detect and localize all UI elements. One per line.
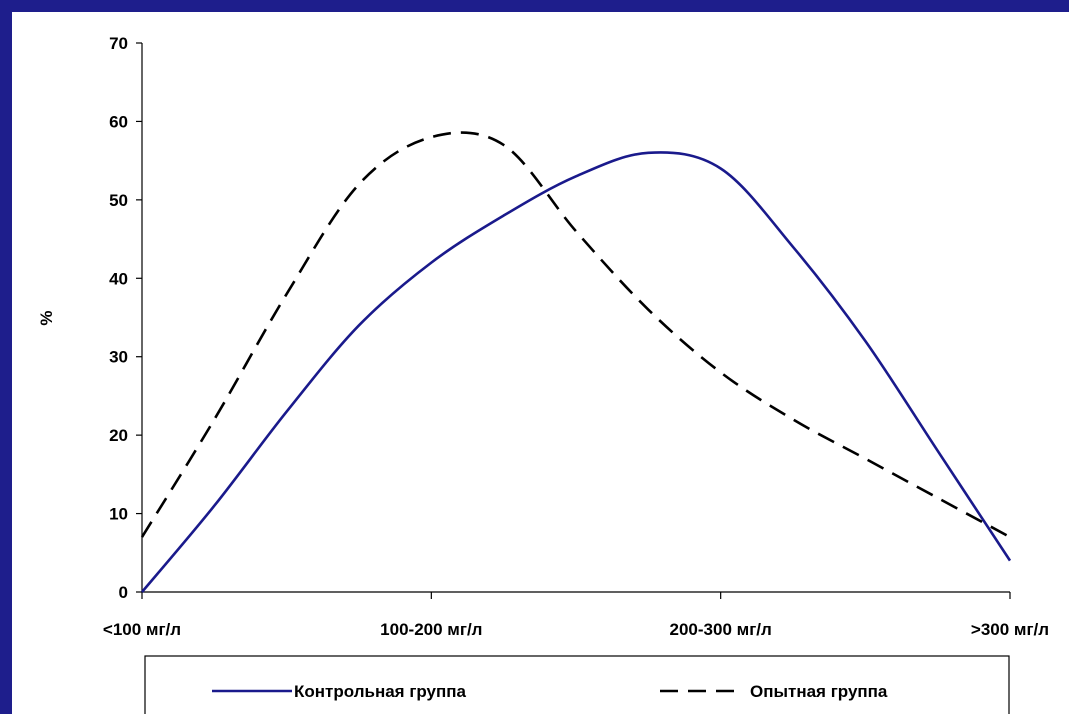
x-tick-label: 200-300 мг/л: [670, 620, 772, 639]
legend: Контрольная группа Опытная группа: [144, 655, 1010, 714]
y-tick-label: 30: [109, 348, 128, 367]
y-tick-label: 10: [109, 505, 128, 524]
series-line-experimental: [140, 131, 1011, 539]
y-axis-label: %: [37, 310, 56, 325]
x-tick-label: 100-200 мг/л: [380, 620, 482, 639]
y-tick-label: 60: [109, 112, 128, 131]
y-tick-label: 40: [109, 269, 128, 288]
x-tick-label: <100 мг/л: [103, 620, 181, 639]
y-tick-label: 50: [109, 191, 128, 210]
x-tick-label: >300 мг/л: [971, 620, 1049, 639]
y-tick-label: 20: [109, 426, 128, 445]
legend-box: [144, 655, 1010, 714]
legend-label-experimental: Опытная группа: [750, 682, 888, 701]
legend-label-control: Контрольная группа: [294, 682, 467, 701]
series-line-control: [141, 151, 1012, 593]
y-tick-label: 70: [109, 34, 128, 53]
axes: 0 10 20 30 40 50 60 70 <100 мг/л 100-200 мг/л 200-…: [103, 34, 1049, 639]
y-tick-label: 0: [119, 583, 128, 602]
chart-panel: [12, 12, 1069, 714]
series-layer: [140, 131, 1012, 593]
